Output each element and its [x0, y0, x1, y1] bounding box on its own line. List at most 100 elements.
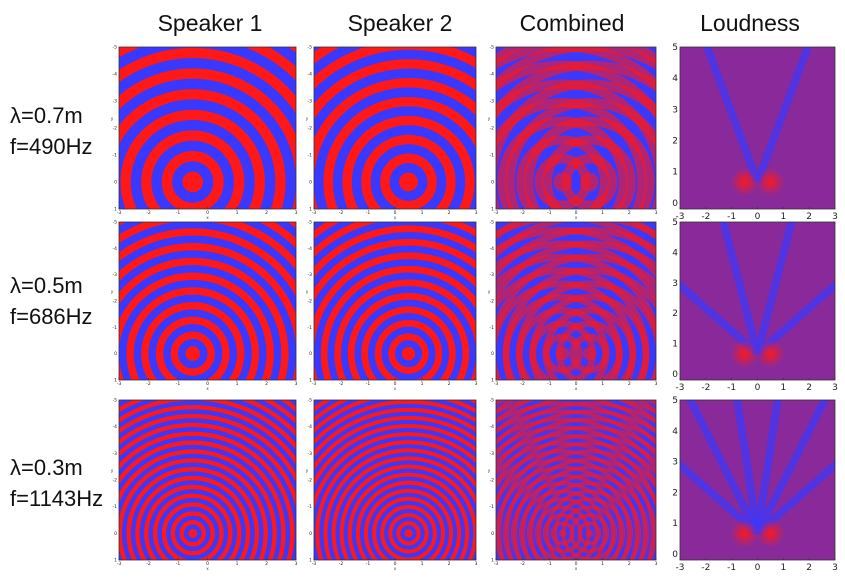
wavefront-ring — [496, 401, 656, 446]
y-axis-label: y — [488, 468, 491, 473]
x-tick-label: 2 — [265, 210, 268, 216]
wavefront-ring — [537, 481, 642, 560]
y-axis-label: y — [488, 116, 491, 121]
wavefront-ring — [516, 280, 656, 380]
wavefront-ring — [363, 488, 454, 560]
wavefront-ring — [119, 405, 296, 465]
row-label-1: λ=0.7m f=490Hz — [10, 100, 93, 162]
wavefront-ring — [144, 484, 242, 560]
x-tick-label: 0 — [394, 561, 397, 567]
wavefront-ring — [119, 431, 295, 560]
wavefront-ring — [497, 441, 656, 560]
row-label-2: λ=0.5m f=686Hz — [10, 270, 93, 332]
x-tick-label: 1 — [780, 563, 786, 573]
x-tick-label: 3 — [475, 381, 478, 387]
nodal-line — [680, 280, 761, 357]
y-tick-label: -5 — [490, 45, 495, 51]
nodal-line — [719, 222, 762, 355]
y-tick-label: -4 — [490, 246, 495, 252]
wavefront-ring — [496, 253, 656, 380]
y-tick-label: -4 — [308, 246, 313, 252]
x-tick-label: -3 — [117, 210, 122, 216]
x-tick-label: 0 — [755, 212, 761, 222]
wavefront-ring — [496, 417, 656, 472]
x-tick-label: 3 — [832, 212, 838, 222]
x-tick-label: 2 — [448, 381, 451, 387]
wavefront-ring — [556, 320, 623, 380]
panel-r1-c4: -3 -2 -1 0 1 2 3 5 4 3 2 1 0 — [672, 43, 838, 222]
x-tick-label: 1 — [421, 561, 424, 567]
x-tick-label: -1 — [547, 561, 552, 567]
x-tick-label: -1 — [366, 561, 371, 567]
wavefront-ring — [505, 449, 656, 560]
wavefront-ring — [314, 400, 476, 445]
wavefront-ring — [314, 407, 476, 458]
wavefront-ring — [496, 253, 656, 380]
wavefront-ring — [529, 293, 650, 380]
x-tick-label: 2 — [628, 210, 631, 216]
x-tick-label: -3 — [312, 210, 317, 216]
y-tick-label: 0 — [114, 531, 117, 537]
y-tick-label: -2 — [113, 478, 118, 484]
y-tick-label: 0 — [309, 180, 312, 186]
y-tick-label: -3 — [113, 99, 118, 105]
y-tick-label: -1 — [308, 153, 313, 159]
y-tick-label: -4 — [113, 424, 118, 430]
axis-ticks: -3 -2 -1 0 1 2 3 5 4 3 2 1 0 — [672, 396, 838, 573]
y-tick-label: -5 — [113, 220, 118, 226]
x-tick-label: -3 — [676, 563, 685, 573]
frequency-label: f=686Hz — [10, 304, 93, 329]
x-tick-label: -1 — [727, 563, 736, 573]
y-axis-label: y — [111, 116, 114, 121]
y-tick-label: 1 — [491, 378, 494, 384]
wavefront-ring — [569, 333, 610, 374]
x-axis-label: x — [575, 386, 578, 391]
x-axis-label: x — [575, 215, 578, 220]
y-tick-label: -1 — [113, 504, 118, 510]
y-tick-label: -2 — [490, 126, 495, 132]
x-tick-label: 0 — [575, 561, 578, 567]
panel-r1-c3: -3 -2 -1 0 1 2 3 -5 -4 -3 -2 -1 0 1 x y — [488, 45, 658, 221]
x-tick-label: -2 — [520, 561, 525, 567]
panel-r3-c3: -3 -2 -1 0 1 2 3 -5 -4 -3 -2 -1 0 1 x y — [488, 398, 658, 572]
wavefront-ring — [496, 441, 655, 560]
wavefront-ring — [342, 115, 475, 209]
wavelength-label: λ=0.3m — [10, 455, 83, 480]
y-tick-label: -5 — [308, 45, 313, 51]
x-tick-label: -3 — [494, 561, 499, 567]
wavefront-ring — [502, 473, 623, 560]
wavefront-ring — [155, 316, 230, 380]
axis-ticks: -3 -2 -1 0 1 2 3 -5 -4 -3 -2 -1 0 1 x y — [111, 398, 298, 572]
wavefront-ring — [521, 465, 656, 560]
axis-ticks: -3 -2 -1 0 1 2 3 5 4 3 2 1 0 — [672, 43, 838, 222]
wavefront-ring — [320, 265, 476, 380]
y-tick-label: -3 — [490, 451, 495, 457]
wavefront-ring — [361, 306, 456, 380]
y-tick-label: 1 — [309, 207, 312, 213]
wavefront-ring — [314, 252, 476, 380]
axis-ticks: -3 -2 -1 0 1 2 3 -5 -4 -3 -2 -1 0 1 x y — [488, 398, 658, 572]
wavefront-ring — [516, 135, 610, 209]
wavefront-ring — [119, 68, 296, 209]
x-tick-label: -1 — [727, 212, 736, 222]
wavefront-ring — [314, 78, 476, 209]
nodal-line — [754, 459, 835, 537]
axis-ticks: -3 -2 -1 0 1 2 3 -5 -4 -3 -2 -1 0 1 x y — [306, 220, 478, 392]
y-tick-label: -4 — [308, 72, 313, 78]
speaker-glow — [756, 168, 785, 196]
y-tick-label: -1 — [308, 325, 313, 331]
x-tick-label: 2 — [806, 383, 812, 393]
wavefront-ring — [331, 456, 476, 560]
x-tick-label: -3 — [676, 383, 685, 393]
row-label-3: λ=0.3m f=1143Hz — [10, 452, 103, 514]
wavefront-ring — [314, 415, 476, 471]
panel-r3-c1: -3 -2 -1 0 1 2 3 -5 -4 -3 -2 -1 0 1 x y — [111, 398, 298, 572]
wavefront-ring — [141, 302, 245, 380]
wavefront-ring — [496, 60, 656, 121]
x-tick-label: -1 — [547, 381, 552, 387]
y-axis-label: y — [111, 289, 114, 294]
y-tick-label: -5 — [490, 398, 495, 404]
x-tick-label: 3 — [832, 383, 838, 393]
wavefront-ring — [505, 98, 656, 209]
